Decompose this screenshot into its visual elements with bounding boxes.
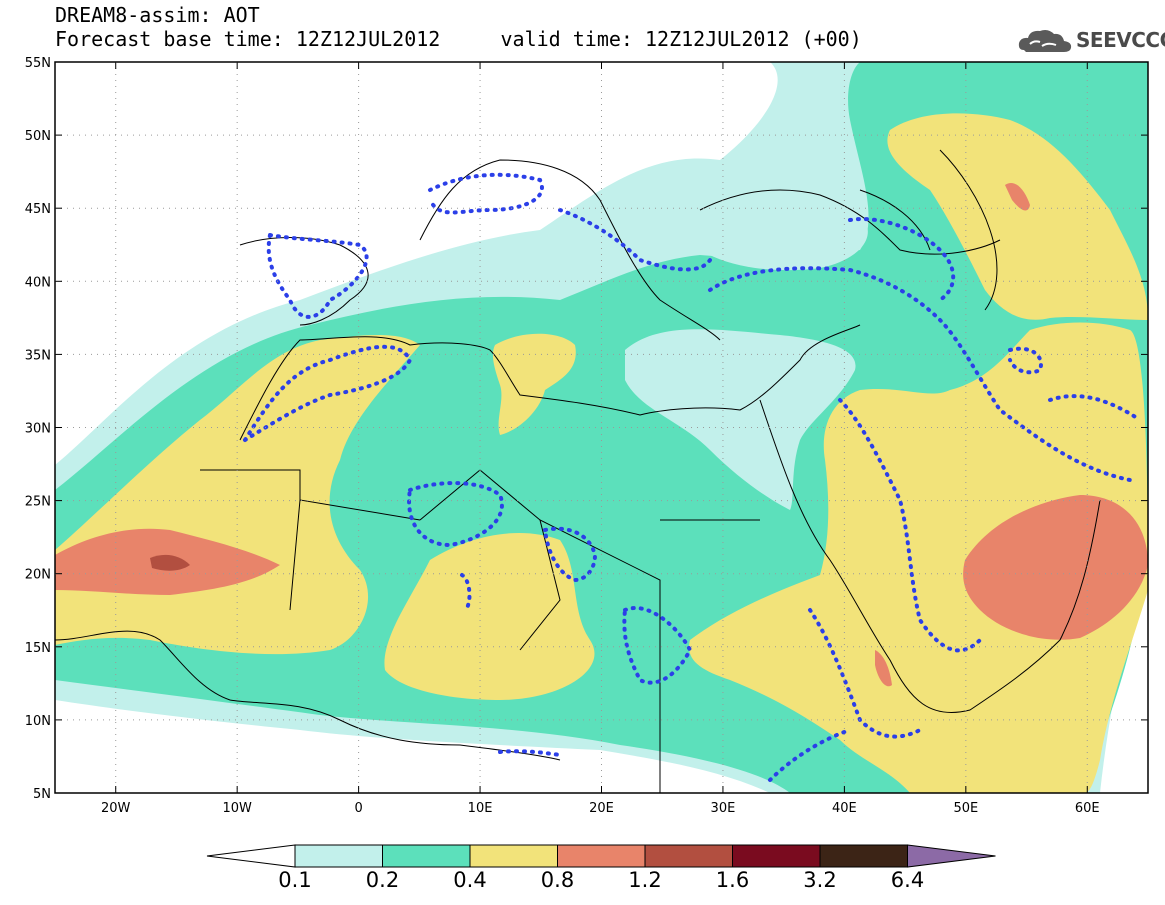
lat-tick-label: 45N [25, 202, 51, 217]
colorbar-label: 3.2 [803, 868, 836, 892]
lon-tick-label: 60E [1075, 801, 1100, 816]
lat-tick-label: 40N [25, 275, 51, 290]
lat-tick-label: 30N [25, 422, 51, 437]
lon-tick-label: 20W [101, 801, 131, 816]
colorbar-segment [819, 844, 908, 868]
lon-tick-label: 20E [589, 801, 614, 816]
lon-tick-label: 40E [832, 801, 857, 816]
colorbar-segment [469, 844, 558, 868]
colorbar-segment [644, 844, 733, 868]
lat-tick-label: 20N [25, 568, 51, 583]
colorbar-segment [294, 844, 383, 868]
colorbar-segment [382, 844, 471, 868]
colorbar-segment [732, 844, 821, 868]
lon-tick-label: 10E [468, 801, 493, 816]
colorbar-over-arrow [907, 844, 996, 868]
logo-text: SEEVCCC [1076, 28, 1165, 52]
coastlines [55, 149, 1101, 793]
lat-tick-label: 15N [25, 641, 51, 656]
forecast-time-subtitle: Forecast base time: 12Z12JUL2012 valid t… [55, 27, 862, 51]
colorbar-label: 0.2 [366, 868, 399, 892]
colorbar-label: 0.4 [453, 868, 486, 892]
lat-tick-label: 55N [25, 56, 51, 71]
colorbar-label: 1.6 [716, 868, 749, 892]
lon-tick-label: 30E [711, 801, 736, 816]
axis-ticks: 55N 50N 45N 40N 35N 30N 25N 20N 15N 10N 5N 20W 10W 0 1… [25, 56, 1148, 816]
lat-tick-label: 25N [25, 495, 51, 510]
lon-tick-label: 50E [953, 801, 978, 816]
graticule [55, 62, 1148, 793]
map-title: DREAM8-assim: AOT [55, 3, 260, 27]
lon-tick-label: 0 [354, 801, 362, 816]
colorbar-label: 6.4 [891, 868, 924, 892]
lon-tick-label: 10W [222, 801, 252, 816]
lat-tick-label: 50N [25, 129, 51, 144]
lat-tick-label: 10N [25, 714, 51, 729]
colorbar-label: 1.2 [628, 868, 661, 892]
lat-tick-label: 5N [33, 787, 51, 802]
dotted-contours [243, 172, 1142, 782]
colorbar: 0.1 0.2 0.4 0.8 1.2 1.6 3.2 6.4 [206, 844, 996, 892]
colorbar-label: 0.8 [541, 868, 574, 892]
colorbar-under-arrow [206, 844, 296, 868]
colorbar-label: 0.1 [278, 868, 311, 892]
colorbar-segment [557, 844, 646, 868]
lat-tick-label: 35N [25, 348, 51, 363]
cloud-logo-icon [1018, 30, 1072, 52]
